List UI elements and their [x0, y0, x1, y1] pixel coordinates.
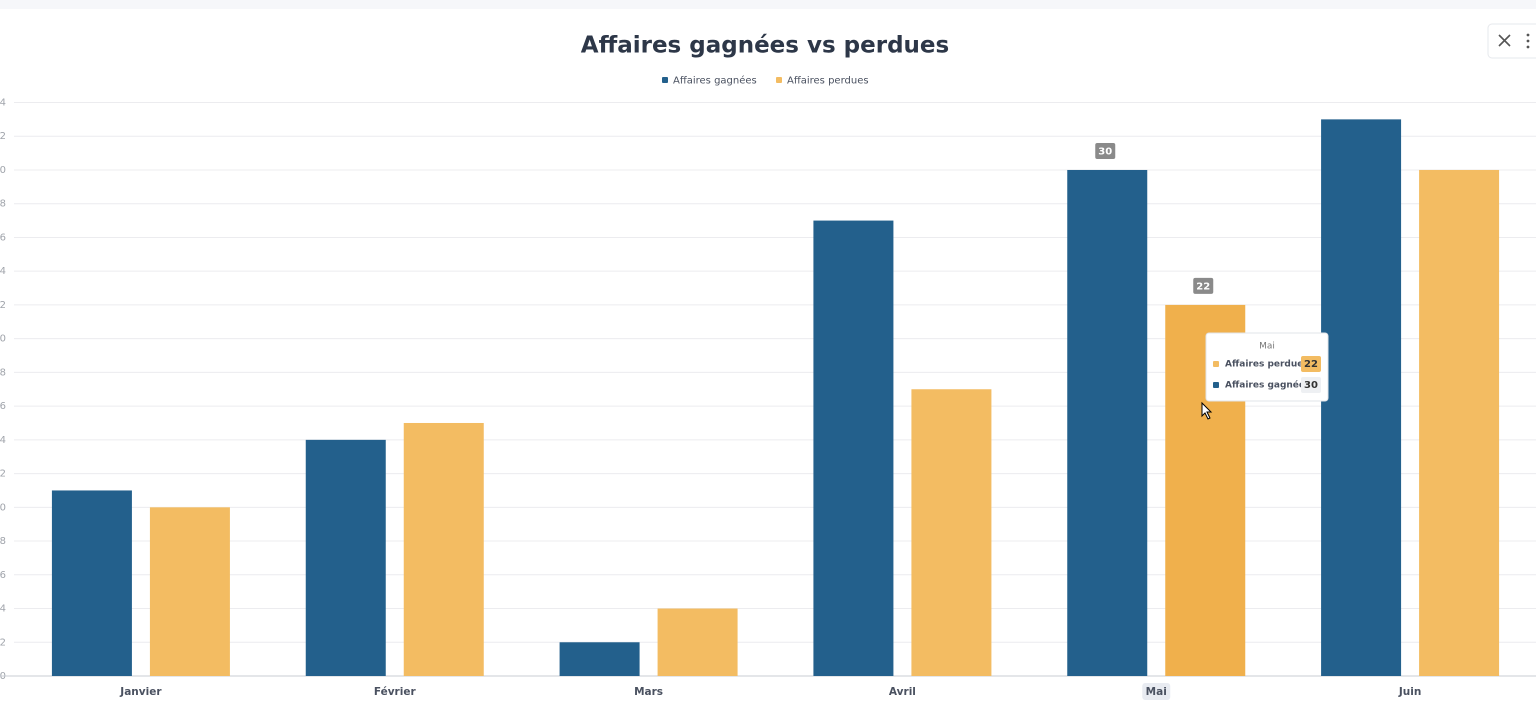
- bar: [1419, 169, 1500, 676]
- x-tick-label: Avril: [889, 686, 916, 698]
- bar: [813, 220, 894, 676]
- x-label-highlight: [1142, 683, 1171, 700]
- x-tick-label: Janvier: [119, 686, 162, 698]
- tooltip-value-box: [1301, 356, 1321, 372]
- y-tick-label: 20: [0, 334, 6, 345]
- bar: [51, 490, 132, 676]
- y-tick-label: 24: [0, 266, 6, 277]
- chart-title: Affaires gagnées vs perdues: [581, 33, 949, 59]
- x-tick-label: Mars: [634, 686, 663, 698]
- close-button[interactable]: [1498, 34, 1511, 47]
- data-label-box: [1193, 277, 1214, 294]
- bar: [403, 422, 484, 676]
- tooltip-value: 22: [1304, 359, 1318, 370]
- bar: [1067, 169, 1148, 676]
- y-tick-label: 8: [0, 536, 6, 547]
- y-tick-label: 16: [0, 401, 6, 412]
- menu-button[interactable]: [1526, 33, 1530, 49]
- x-tick-label: Mai: [1146, 686, 1167, 698]
- tooltip-box: [1205, 332, 1329, 402]
- x-tick-label: Juin: [1398, 686, 1421, 698]
- y-tick-label: 14: [0, 435, 6, 446]
- bar: [149, 507, 230, 676]
- bar: [657, 608, 738, 676]
- tooltip-title: Mai: [1259, 342, 1275, 352]
- data-label-box: [1095, 142, 1116, 159]
- tooltip-label: Affaires perdues: [1225, 360, 1309, 370]
- tooltip-label: Affaires gagnées: [1225, 380, 1310, 391]
- bar: [911, 389, 992, 676]
- legend-label: Affaires gagnées: [673, 75, 757, 87]
- bar: [1321, 119, 1402, 676]
- cursor: [1201, 401, 1213, 420]
- legend-swatch: [662, 77, 668, 83]
- tooltip-swatch: [1213, 361, 1219, 367]
- y-tick-label: 4: [0, 604, 6, 615]
- tooltip-swatch: [1213, 382, 1219, 388]
- tooltip-value: 30: [1304, 380, 1318, 391]
- y-tick-label: 2: [0, 637, 6, 648]
- y-tick-label: 12: [0, 469, 6, 480]
- y-tick-label: 6: [0, 570, 6, 581]
- bar: [559, 642, 640, 676]
- y-tick-label: 10: [0, 502, 6, 513]
- x-tick-label: Février: [374, 686, 417, 698]
- tooltip-value-box: [1301, 377, 1321, 393]
- legend-swatch: [776, 77, 782, 83]
- y-tick-label: 34: [0, 98, 6, 109]
- y-tick-label: 32: [0, 131, 6, 142]
- toolbar: [1487, 23, 1536, 59]
- y-tick-label: 26: [0, 232, 6, 243]
- y-tick-label: 18: [0, 367, 6, 378]
- legend-label: Affaires perdues: [787, 76, 869, 87]
- y-tick-label: 30: [0, 165, 6, 176]
- y-tick-label: 22: [0, 300, 6, 311]
- top-strip: [0, 0, 1536, 9]
- y-tick-label: 28: [0, 199, 6, 210]
- toolbar-box: [1487, 23, 1536, 59]
- bar: [305, 439, 386, 676]
- data-label: 22: [1196, 281, 1210, 292]
- data-label: 30: [1098, 146, 1112, 157]
